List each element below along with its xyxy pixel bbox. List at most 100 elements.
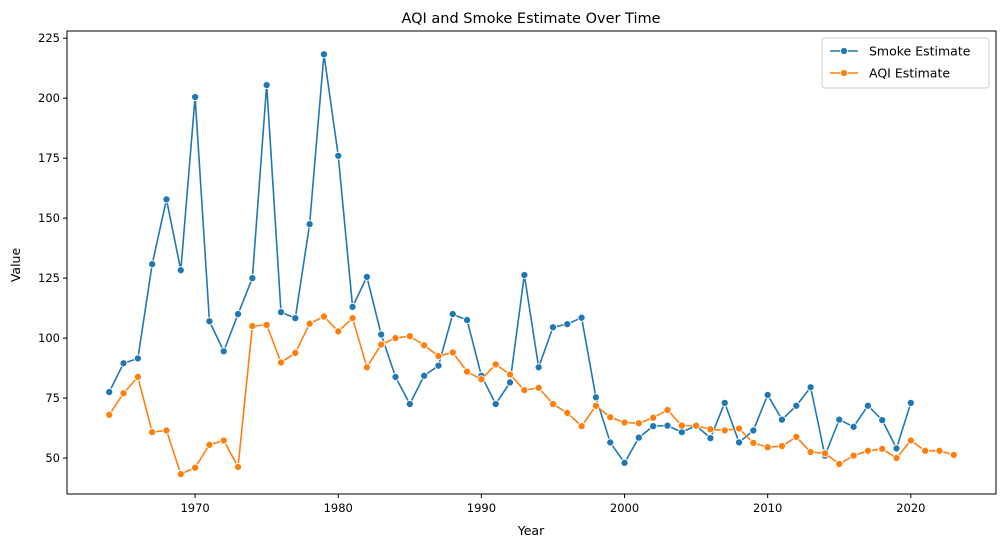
smoke-estimate-line xyxy=(108,53,912,464)
aqi-estimate-point xyxy=(191,463,200,472)
x-tick-label: 2020 xyxy=(896,501,925,515)
smoke-estimate-point xyxy=(591,393,600,402)
x-tick-label: 1990 xyxy=(467,501,496,515)
y-tick-label: 200 xyxy=(38,91,60,105)
smoke-estimate-legend-label: Smoke Estimate xyxy=(869,44,971,59)
y-tick-label: 75 xyxy=(45,391,60,405)
smoke-estimate-point xyxy=(234,310,243,319)
smoke-estimate-point xyxy=(806,383,815,392)
chart-title: AQI and Smoke Estimate Over Time xyxy=(401,11,660,27)
aqi-estimate-point xyxy=(921,446,930,455)
smoke-estimate-point xyxy=(276,308,286,317)
aqi-estimate-point xyxy=(677,421,686,430)
smoke-estimate-point xyxy=(620,458,629,467)
smoke-estimate-point xyxy=(706,434,715,443)
aqi-estimate-point xyxy=(692,421,701,430)
aqi-estimate-point xyxy=(749,438,758,447)
smoke-estimate-point xyxy=(119,359,128,368)
aqi-estimate-point xyxy=(806,447,815,457)
aqi-estimate-point xyxy=(505,370,515,379)
aqi-estimate-point xyxy=(148,428,157,437)
aqi-estimate-point xyxy=(863,446,872,455)
x-axis-label: Year xyxy=(517,523,545,538)
aqi-estimate-point xyxy=(119,389,128,398)
smoke-estimate-point xyxy=(162,195,171,204)
y-tick-label: 100 xyxy=(38,331,60,345)
aqi-estimate-point xyxy=(248,322,257,331)
smoke-estimate-point xyxy=(520,270,529,280)
plot-area: 1970 1980 1990 2000 2010 2020 50 75 100 125 150 175… xyxy=(38,30,997,515)
aqi-estimate-point xyxy=(548,399,558,409)
aqi-estimate-point xyxy=(534,383,543,392)
aqi-estimate-point xyxy=(820,449,829,458)
smoke-estimate-point xyxy=(878,416,887,425)
aqi-estimate-point xyxy=(849,451,858,460)
aqi-estimate-point xyxy=(162,426,171,435)
smoke-estimate-point xyxy=(849,422,858,431)
smoke-estimate-point xyxy=(105,387,114,397)
smoke-estimate-point xyxy=(548,323,558,332)
aqi-estimate-legend-marker xyxy=(839,68,849,78)
smoke-estimate-point xyxy=(420,371,429,380)
smoke-estimate-point xyxy=(191,92,200,102)
smoke-estimate-point xyxy=(863,401,872,410)
smoke-estimate-point xyxy=(491,399,500,409)
smoke-estimate-point xyxy=(663,421,672,430)
aqi-estimate-point xyxy=(133,372,142,381)
x-tick-label: 1980 xyxy=(324,501,353,515)
aqi-estimate-point xyxy=(219,436,228,445)
smoke-estimate-point xyxy=(835,415,844,424)
y-tick-label: 50 xyxy=(45,451,60,465)
smoke-estimate-point xyxy=(448,310,457,319)
aqi-estimate-point xyxy=(835,459,844,469)
smoke-estimate-point xyxy=(792,401,801,410)
legend-box xyxy=(821,37,990,89)
aqi-estimate-point xyxy=(448,348,457,357)
aqi-estimate-point xyxy=(892,453,901,463)
x-tick-label: 1970 xyxy=(180,501,209,515)
smoke-estimate-point xyxy=(248,274,257,283)
smoke-estimate-point xyxy=(334,151,343,160)
smoke-estimate-point xyxy=(463,316,472,325)
aqi-estimate-point xyxy=(463,367,472,376)
aqi-estimate-point xyxy=(577,422,586,431)
smoke-estimate-point xyxy=(405,399,414,409)
smoke-estimate-point xyxy=(892,444,901,453)
legend: Smoke Estimate AQI Estimate xyxy=(821,37,990,89)
smoke-estimate-point xyxy=(291,314,300,323)
aqi-estimate-point xyxy=(606,413,615,422)
aqi-estimate-point xyxy=(205,440,214,449)
plot-frame xyxy=(66,30,997,495)
aqi-estimate-point xyxy=(405,332,414,341)
aqi-estimate-point xyxy=(720,426,729,435)
smoke-estimate-point xyxy=(348,302,357,311)
aqi-estimate-point xyxy=(649,413,658,422)
smoke-estimate-point xyxy=(391,372,400,381)
smoke-estimate-point xyxy=(563,320,572,329)
aqi-estimate-point xyxy=(477,375,486,384)
aqi-estimate-point xyxy=(176,470,185,479)
aqi-estimate-point xyxy=(491,360,500,369)
smoke-estimate-point xyxy=(319,50,328,59)
aqi-estimate-point xyxy=(291,348,300,357)
y-axis-label: Value xyxy=(8,248,23,283)
smoke-estimate-point xyxy=(720,398,729,407)
y-tick-label: 225 xyxy=(38,31,60,45)
aqi-estimate-legend-label: AQI Estimate xyxy=(869,66,950,81)
aqi-estimate-point xyxy=(563,408,572,417)
smoke-estimate-point xyxy=(305,220,314,229)
x-tick-label: 2000 xyxy=(610,501,639,515)
aqi-estimate-point xyxy=(906,436,915,445)
aqi-estimate-point xyxy=(420,341,429,350)
smoke-estimate-point xyxy=(649,422,658,431)
smoke-estimate-point xyxy=(735,438,744,447)
aqi-estimate-point xyxy=(735,424,744,433)
aqi-estimate-point xyxy=(348,314,357,323)
aqi-estimate-point xyxy=(319,312,328,321)
smoke-estimate-legend-marker xyxy=(839,46,849,56)
smoke-estimate-point xyxy=(148,260,157,269)
aqi-estimate-point xyxy=(935,446,944,455)
smoke-estimate-point xyxy=(749,426,758,435)
aqi-estimate-point xyxy=(377,340,386,349)
